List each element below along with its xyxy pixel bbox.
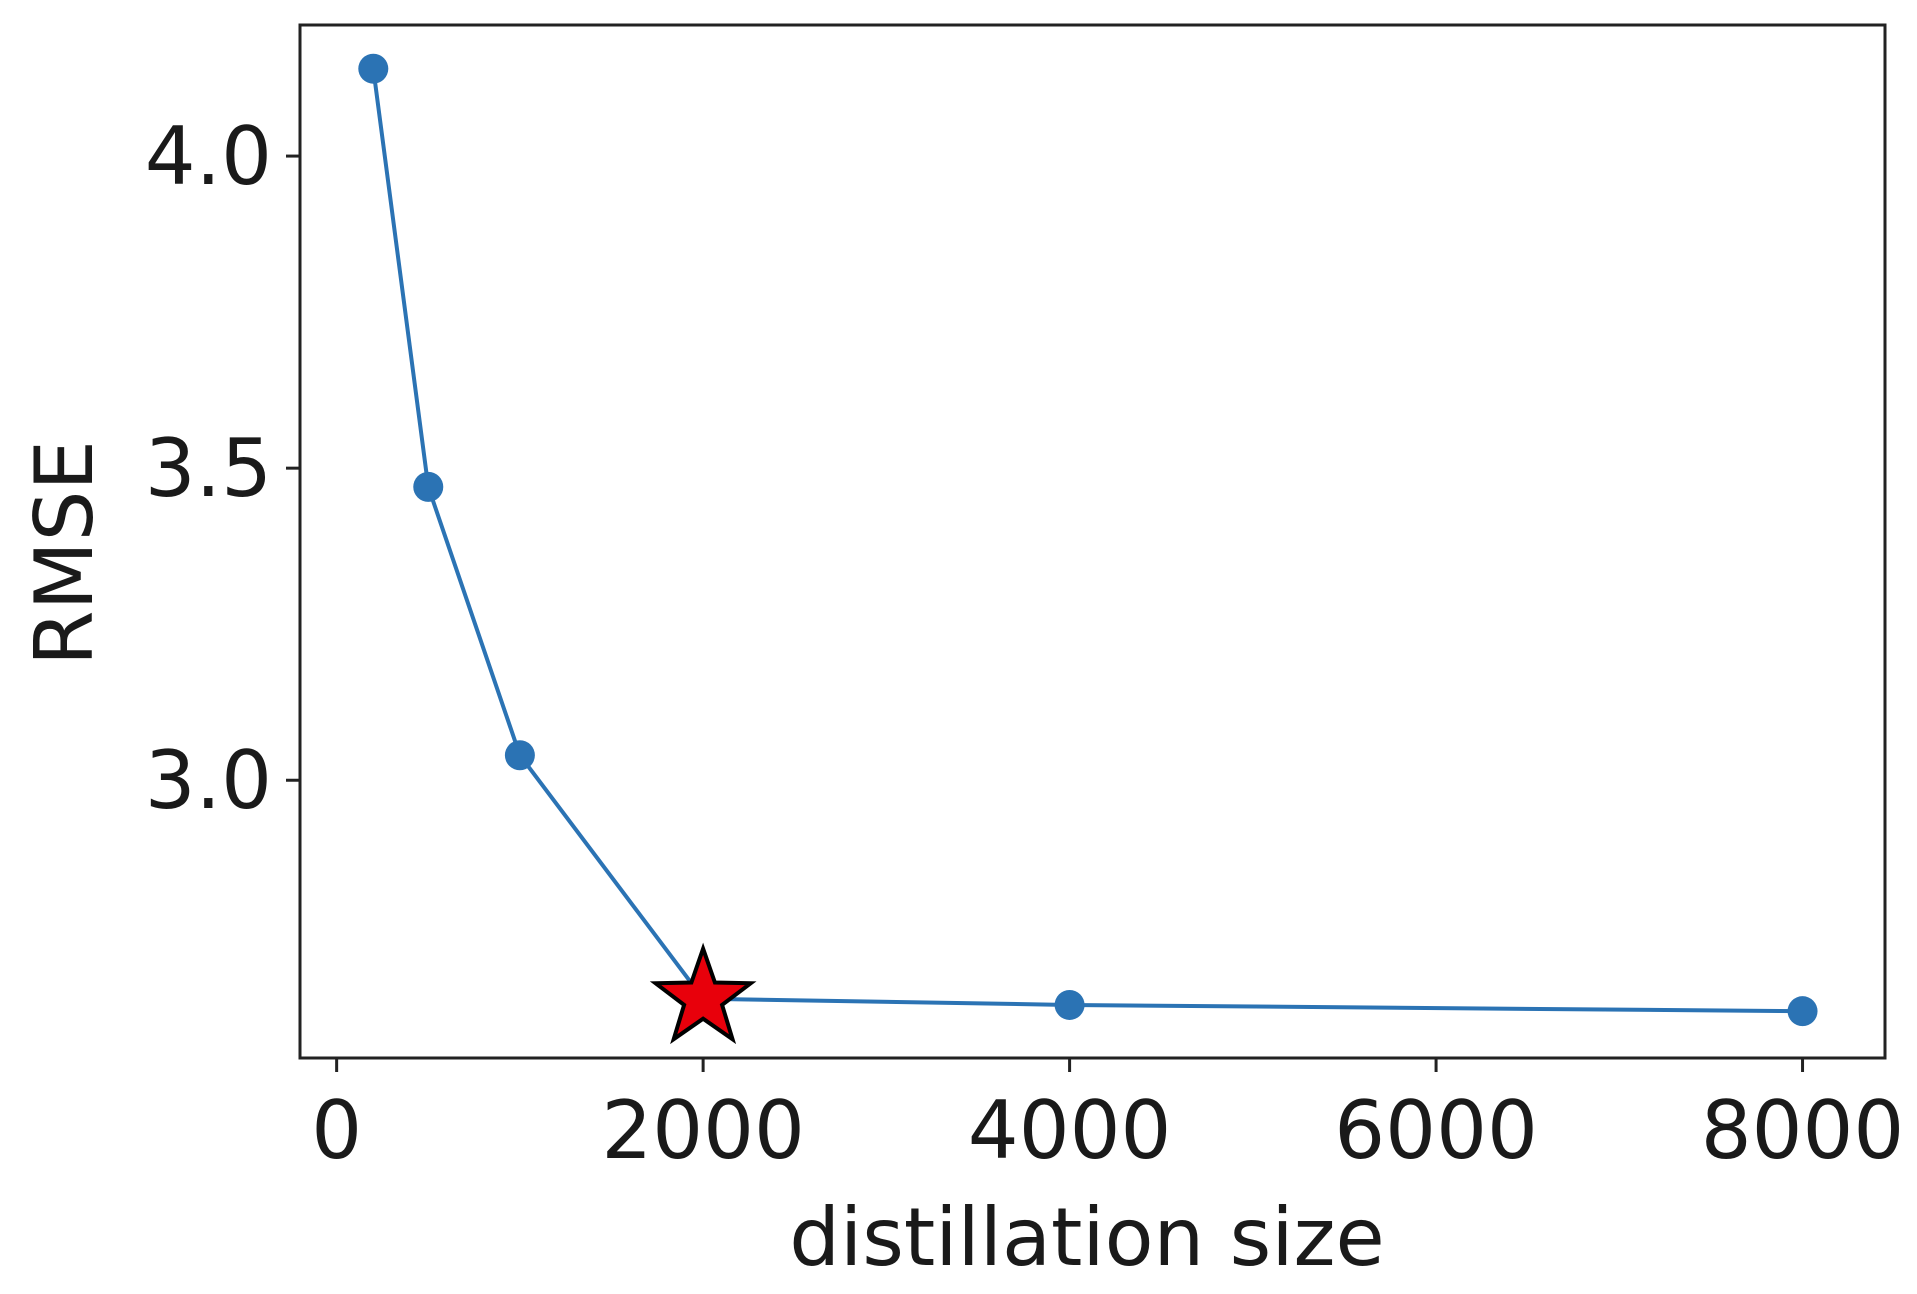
x-axis-label: distillation size <box>789 1191 1385 1284</box>
x-tick-label: 4000 <box>968 1084 1172 1177</box>
plot-frame <box>298 23 1887 1060</box>
data-point <box>504 740 535 771</box>
y-tick-label: 3.5 <box>145 422 272 515</box>
axes-layer: 0 2000 4000 6000 8000 3.0 3.5 4.0 <box>145 23 1905 1177</box>
data-point <box>1787 996 1818 1027</box>
data-point <box>1054 989 1085 1020</box>
highlight-star-marker <box>649 942 757 1045</box>
y-tick-label: 4.0 <box>145 110 272 203</box>
series-line <box>371 68 1803 1014</box>
y-axis-label: RMSE <box>18 440 111 666</box>
x-tick-label: 6000 <box>1334 1084 1538 1177</box>
y-tick-label: 3.0 <box>145 734 272 827</box>
x-tick-label: 2000 <box>601 1084 805 1177</box>
x-tick-label: 0 <box>311 1084 362 1177</box>
data-point <box>413 471 444 502</box>
data-point <box>358 53 389 84</box>
plot-layer <box>358 53 1818 1045</box>
x-tick-label: 8000 <box>1701 1084 1905 1177</box>
